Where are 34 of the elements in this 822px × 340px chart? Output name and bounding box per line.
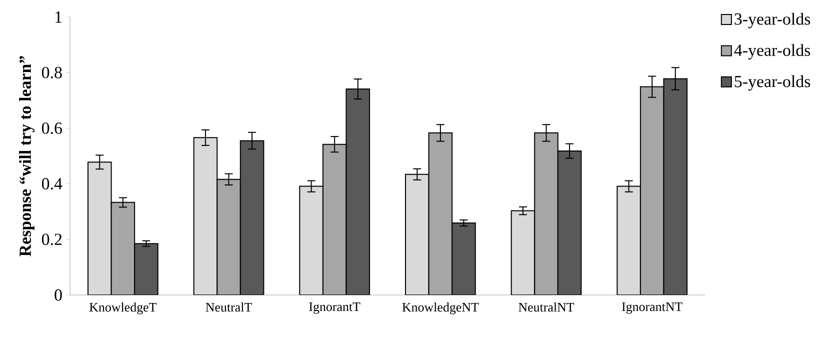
bar — [346, 88, 370, 295]
bar — [405, 174, 430, 295]
x-tick-label: KnowledgeT — [89, 302, 157, 314]
bar — [193, 137, 218, 295]
bar — [428, 132, 453, 295]
y-tick-label: 0.8 — [42, 66, 62, 78]
bar — [87, 162, 112, 295]
bar — [134, 243, 158, 295]
y-tick-label: 0.2 — [42, 234, 62, 246]
x-tick-label: NeutralT — [206, 302, 252, 312]
y-tick-label: 0.4 — [42, 178, 62, 190]
bar — [616, 186, 641, 295]
x-tick-label: KnowledgeNT — [402, 302, 479, 314]
legend-label: 4-year-olds — [734, 44, 810, 60]
bar — [534, 132, 558, 295]
bar — [663, 78, 688, 295]
y-tick-label: 1 — [56, 11, 62, 23]
bar — [299, 186, 324, 295]
x-tick-label: IgnorantNT — [622, 302, 682, 314]
bar — [452, 222, 476, 295]
legend-label: 3-year-olds — [734, 12, 810, 28]
legend-label: 5-year-olds — [734, 75, 810, 91]
bar — [110, 202, 136, 295]
y-axis-title: Response “will try to learn” — [19, 56, 34, 256]
x-tick-label: NeutralNT — [518, 302, 574, 312]
bar — [640, 86, 664, 295]
bar — [216, 178, 241, 295]
y-tick-label: 0.6 — [42, 122, 62, 134]
x-tick-label: IgnorantT — [309, 302, 360, 314]
bar — [510, 210, 536, 295]
bar — [322, 144, 347, 295]
y-tick-label: 0 — [54, 289, 62, 301]
bar — [240, 140, 264, 295]
bar — [557, 150, 582, 295]
